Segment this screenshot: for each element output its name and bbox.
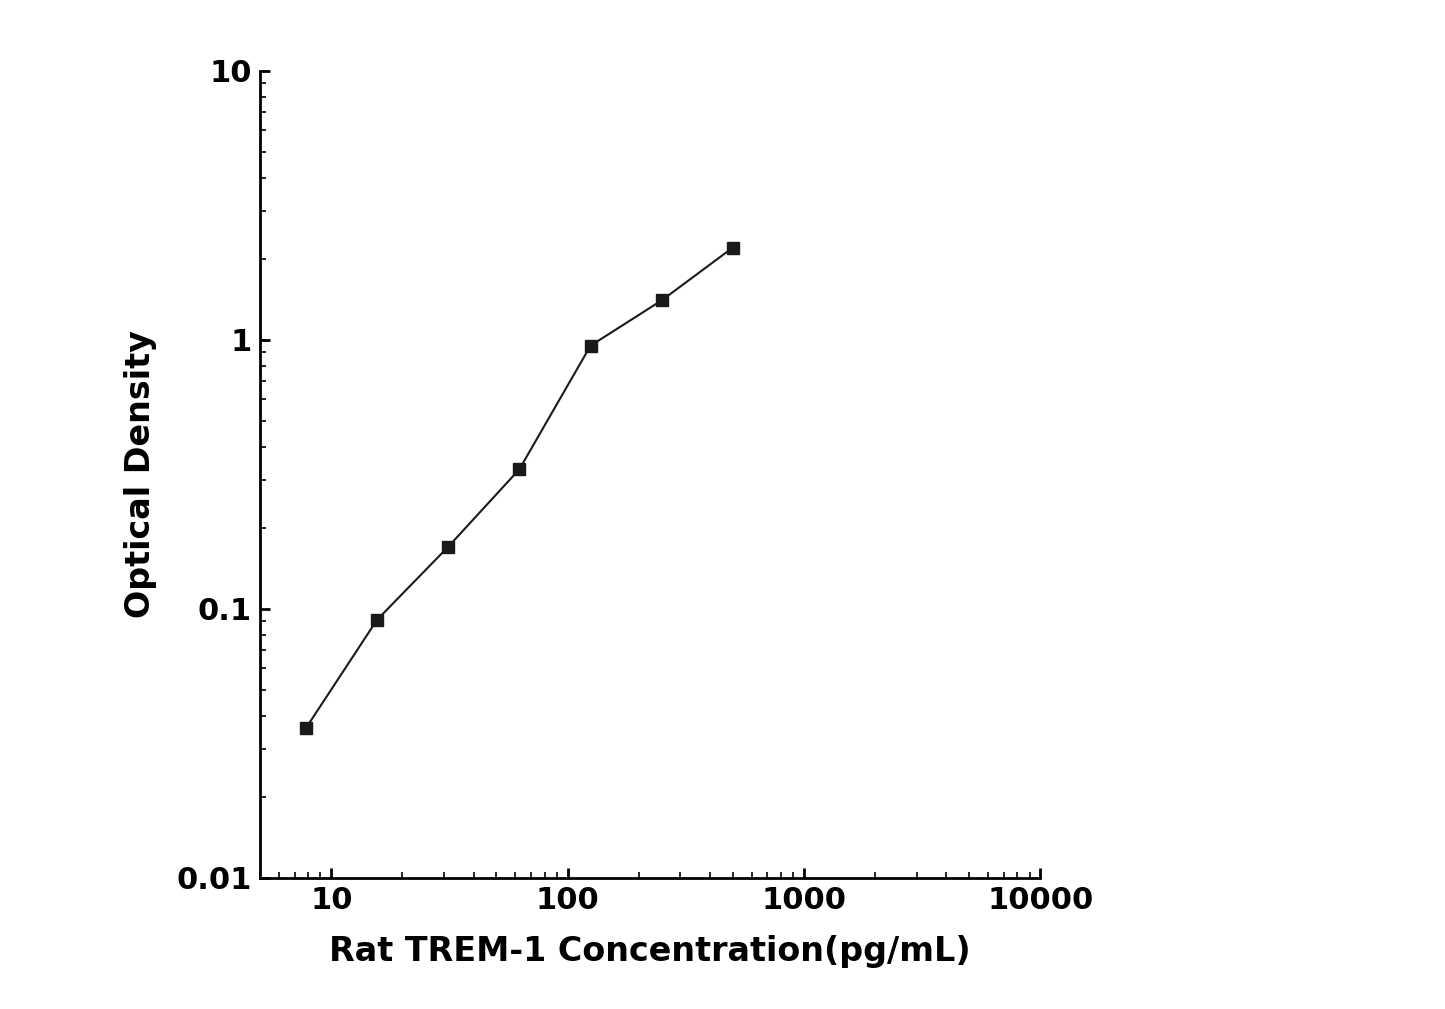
Y-axis label: Optical Density: Optical Density [124,330,158,619]
X-axis label: Rat TREM-1 Concentration(pg/mL): Rat TREM-1 Concentration(pg/mL) [329,934,971,968]
